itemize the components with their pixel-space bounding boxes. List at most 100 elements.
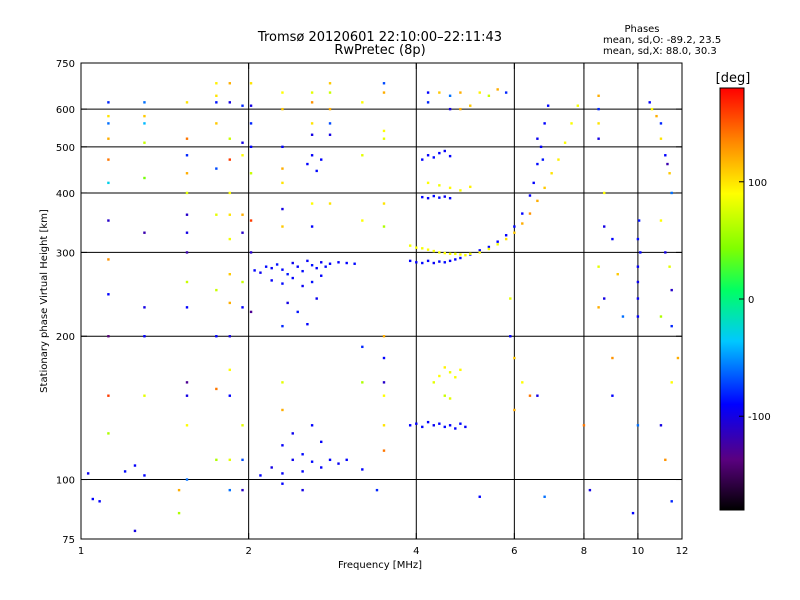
data-point: [301, 488, 304, 492]
data-point: [310, 154, 314, 157]
data-point: [513, 225, 516, 228]
y-tick-label: 500: [56, 143, 75, 154]
data-point: [249, 172, 253, 175]
data-point: [310, 280, 314, 284]
x-tick-label: 8: [581, 546, 587, 557]
data-point: [597, 137, 600, 140]
data-point: [438, 91, 441, 94]
data-point: [459, 368, 462, 372]
data-point: [185, 478, 189, 481]
data-point: [478, 495, 481, 498]
data-point: [382, 82, 386, 85]
data-point: [636, 424, 640, 427]
data-point: [215, 213, 218, 216]
data-point: [107, 219, 110, 222]
y-tick-label: 75: [62, 535, 75, 546]
data-point: [636, 315, 640, 318]
data-point: [597, 122, 600, 125]
data-point: [361, 381, 364, 384]
x-tick-label: 1: [78, 546, 84, 557]
data-point: [215, 387, 218, 391]
data-point: [320, 261, 323, 264]
data-point: [438, 374, 441, 378]
data-point: [616, 273, 619, 276]
data-point: [286, 273, 289, 276]
data-point: [509, 335, 512, 338]
colorbar-tick-label: -100: [748, 412, 771, 423]
data-point: [328, 82, 332, 85]
data-point: [228, 458, 231, 462]
data-point: [636, 297, 640, 300]
data-point: [270, 279, 273, 282]
data-point: [228, 158, 231, 161]
data-point: [668, 265, 671, 268]
data-point: [177, 511, 181, 515]
chart-subtitle: RwPretec (8p): [334, 43, 425, 58]
data-point: [143, 122, 146, 125]
phases-line-o: mean, sd,O: -89.2, 23.5: [603, 35, 721, 46]
data-point: [432, 424, 435, 427]
data-point: [408, 244, 412, 247]
data-point: [487, 245, 491, 249]
data-point: [528, 212, 532, 215]
data-point: [543, 495, 546, 498]
data-point: [668, 172, 671, 175]
data-point: [107, 101, 110, 104]
data-point: [328, 91, 332, 94]
data-point: [249, 104, 253, 107]
data-point: [443, 195, 446, 198]
data-point: [454, 252, 457, 256]
data-point: [611, 394, 614, 397]
data-point: [215, 101, 218, 104]
data-point: [603, 225, 606, 228]
data-point: [185, 280, 189, 284]
data-point: [107, 293, 110, 296]
data-point: [143, 394, 146, 397]
data-point: [306, 322, 309, 326]
data-point: [228, 137, 231, 140]
data-point: [133, 529, 137, 533]
data-point: [86, 472, 90, 475]
data-point: [459, 107, 462, 111]
data-point: [426, 248, 430, 251]
data-point: [513, 231, 516, 234]
data-point: [464, 425, 467, 429]
data-point: [432, 249, 435, 253]
data-point: [264, 265, 268, 268]
data-point: [249, 145, 253, 149]
x-tick-label: 4: [413, 546, 419, 557]
data-point: [536, 137, 539, 140]
data-point: [185, 213, 189, 216]
data-point: [459, 256, 462, 260]
data-point: [432, 381, 435, 384]
data-point: [670, 288, 673, 292]
data-point: [361, 345, 364, 349]
data-point: [443, 261, 446, 264]
data-point: [249, 251, 253, 254]
data-point: [382, 202, 386, 205]
data-point: [382, 449, 386, 452]
data-point: [133, 464, 137, 467]
data-point: [328, 133, 332, 136]
data-point: [375, 488, 379, 492]
data-point: [275, 263, 279, 266]
data-point: [637, 219, 641, 222]
data-point: [281, 207, 284, 211]
colorbar-label: [deg]: [716, 71, 751, 86]
data-point: [546, 104, 550, 107]
data-point: [320, 158, 323, 161]
data-point: [639, 251, 642, 254]
data-point: [291, 432, 294, 435]
data-point: [228, 335, 231, 338]
data-point: [448, 424, 452, 427]
data-point: [185, 381, 189, 384]
data-point: [487, 247, 491, 251]
data-point: [281, 268, 284, 271]
data-point: [228, 368, 231, 372]
y-tick-label: 750: [56, 59, 75, 70]
data-point: [582, 424, 586, 427]
data-point: [443, 366, 446, 369]
data-point: [107, 114, 110, 118]
data-point: [382, 137, 386, 140]
data-point: [443, 394, 446, 397]
